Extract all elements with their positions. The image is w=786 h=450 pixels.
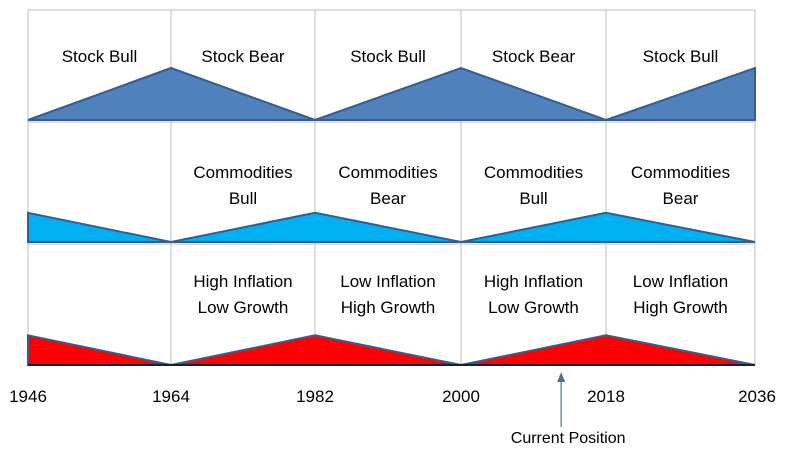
year-label-1964: 1964 <box>152 387 190 406</box>
inflation-label: Low Growth <box>488 298 579 317</box>
commodities-label: Commodities <box>484 163 583 182</box>
stocks-label: Stock Bear <box>201 47 284 66</box>
inflation-cycle-shape <box>27 334 756 367</box>
stocks-label: Stock Bear <box>492 47 575 66</box>
band-inflation: High Inflation Low Growth Low Inflation Hig… <box>27 272 756 367</box>
commodities-label: Commodities <box>631 163 730 182</box>
inflation-label: High Growth <box>633 298 727 317</box>
band-commodities: Commodities Bull Commodities Bear Commoditie… <box>27 163 756 244</box>
stocks-label: Stock Bull <box>643 47 719 66</box>
stocks-cycle-shape <box>27 66 756 122</box>
commodities-label: Bear <box>370 189 406 208</box>
inflation-label: High Inflation <box>484 272 583 291</box>
commodities-label: Commodities <box>193 163 292 182</box>
inflation-label: Low Inflation <box>633 272 728 291</box>
commodities-label: Bear <box>663 189 699 208</box>
year-label-1946: 1946 <box>9 387 47 406</box>
current-position-arrow-head <box>557 372 566 382</box>
inflation-label: High Growth <box>341 298 435 317</box>
commodities-label: Commodities <box>338 163 437 182</box>
commodities-label: Bull <box>229 189 257 208</box>
commodities-cycle-shape <box>27 211 756 244</box>
year-label-2000: 2000 <box>442 387 480 406</box>
inflation-label: Low Growth <box>198 298 289 317</box>
year-label-2036: 2036 <box>738 387 776 406</box>
year-label-2018: 2018 <box>587 387 625 406</box>
current-position-label: Current Position <box>511 430 626 447</box>
stocks-label: Stock Bull <box>350 47 426 66</box>
inflation-label: Low Inflation <box>340 272 435 291</box>
year-label-1982: 1982 <box>296 387 334 406</box>
commodities-label: Bull <box>519 189 547 208</box>
band-stocks: Stock Bull Stock Bear Stock Bull Stock Bear… <box>27 47 756 122</box>
stocks-label: Stock Bull <box>62 47 138 66</box>
inflation-label: High Inflation <box>193 272 292 291</box>
